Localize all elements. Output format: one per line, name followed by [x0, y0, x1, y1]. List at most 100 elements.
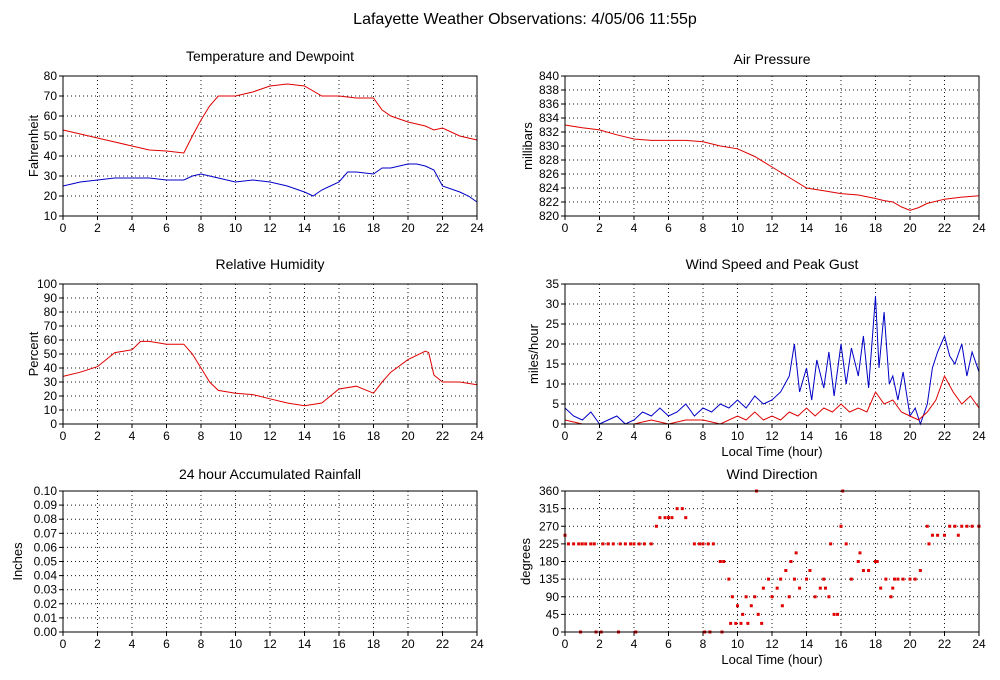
- temp-ytick-label: 40: [44, 149, 58, 163]
- humidity-xtick-label: 14: [298, 429, 312, 443]
- temp-xtick-label: 22: [436, 221, 450, 235]
- direction-point: [858, 551, 862, 555]
- direction-point: [770, 595, 774, 599]
- wind-ylabel: miles/hour: [526, 323, 541, 384]
- direction-point: [592, 542, 596, 546]
- temp-xtick-label: 2: [94, 221, 101, 235]
- direction-point: [918, 569, 922, 573]
- direction-point: [718, 560, 722, 563]
- direction-point: [913, 577, 917, 581]
- wind-xtick-label: 12: [765, 429, 779, 443]
- direction-xtick-label: 6: [665, 637, 672, 651]
- humidity-ytick-label: 80: [44, 305, 58, 319]
- temp-xtick-label: 0: [60, 221, 67, 235]
- rain-ytick-label: 0.02: [34, 597, 58, 611]
- temp-xtick-label: 6: [163, 221, 170, 235]
- pressure-ytick-label: 834: [539, 111, 559, 125]
- direction-point: [970, 524, 974, 528]
- direction-xtick-label: 10: [731, 637, 745, 651]
- direction-point: [965, 524, 969, 528]
- direction-point: [892, 577, 896, 581]
- direction-point: [722, 560, 726, 563]
- humidity-grid: [62, 283, 478, 425]
- temp-ytick-label: 50: [44, 129, 58, 143]
- direction-point: [761, 586, 765, 590]
- direction-point: [813, 595, 817, 599]
- rain-xtick-label: 24: [470, 637, 484, 651]
- direction-point: [874, 560, 877, 563]
- pressure-ytick-label: 826: [539, 167, 559, 181]
- direction-point: [956, 533, 960, 537]
- page-title: Lafayette Weather Observations: 4/05/06 …: [353, 11, 697, 28]
- humidity-series-red-line: [62, 340, 478, 407]
- direction-point: [836, 612, 840, 616]
- rain-xtick-label: 22: [436, 637, 450, 651]
- direction-point: [667, 516, 670, 520]
- rain-plot-frame: [62, 490, 478, 633]
- temp-xtick-label: 18: [367, 221, 381, 235]
- direction-point: [767, 577, 771, 581]
- direction-title: Wind Direction: [726, 466, 817, 482]
- direction-point: [577, 542, 581, 546]
- humidity-ytick-label: 40: [44, 361, 58, 375]
- direction-ylabel: degrees: [518, 538, 533, 585]
- temp-ylabel: Fahrenheit: [26, 115, 41, 178]
- wind-ytick-label: 30: [546, 297, 560, 311]
- direction-point: [849, 577, 853, 581]
- temp-xtick-label: 12: [263, 221, 277, 235]
- wind-xtick-label: 24: [972, 429, 986, 443]
- direction-series-red: [563, 489, 981, 634]
- rain-ytick-label: 0.01: [34, 611, 58, 625]
- humidity-xtick-label: 4: [129, 429, 136, 443]
- direction-point: [611, 542, 615, 546]
- rain-ytick-label: 0.07: [34, 526, 58, 540]
- humidity-ylabel: Percent: [26, 331, 41, 376]
- direction-point: [875, 560, 879, 563]
- pressure-xtick-label: 18: [869, 221, 883, 235]
- direction-point: [884, 577, 888, 581]
- direction-point: [734, 621, 738, 625]
- direction-point: [856, 560, 860, 563]
- humidity-ytick-label: 60: [44, 333, 58, 347]
- direction-point: [760, 621, 764, 625]
- rain-ytick-label: 0.06: [34, 540, 58, 554]
- direction-ytick-label: 360: [539, 484, 559, 498]
- pressure-ytick-label: 840: [539, 69, 559, 83]
- humidity-ytick-label: 0: [50, 417, 57, 431]
- pressure-xtick-label: 0: [562, 221, 569, 235]
- direction-point: [823, 586, 827, 590]
- pressure-series-red-line: [564, 124, 980, 211]
- direction-point: [606, 542, 610, 546]
- temp-xtick-label: 24: [470, 221, 484, 235]
- temp-xtick-label: 14: [298, 221, 312, 235]
- wind-ytick-label: 25: [546, 317, 560, 331]
- direction-point: [792, 577, 796, 581]
- temp-xtick-label: 8: [198, 221, 205, 235]
- pressure-ytick-label: 836: [539, 97, 559, 111]
- humidity-xtick-label: 12: [263, 429, 277, 443]
- direction-xtick-label: 18: [869, 637, 883, 651]
- humidity-ytick-label: 90: [44, 291, 58, 305]
- wind-xtick-label: 20: [903, 429, 917, 443]
- direction-point: [818, 586, 822, 590]
- wind-xtick-label: 0: [562, 429, 569, 443]
- humidity-ytick-label: 10: [44, 403, 58, 417]
- temp-grid: [62, 75, 478, 217]
- rain-xtick-label: 16: [332, 637, 346, 651]
- direction-point: [729, 621, 733, 625]
- direction-point: [943, 533, 946, 537]
- temp-plot-frame: [62, 75, 478, 217]
- direction-point: [798, 586, 802, 590]
- direction-point: [711, 542, 715, 546]
- pressure-xtick-label: 4: [631, 221, 638, 235]
- pressure-title: Air Pressure: [733, 51, 810, 67]
- wind-xlabel: Local Time (hour): [721, 444, 822, 459]
- direction-point: [706, 542, 710, 546]
- rain-ytick-label: 0.00: [34, 625, 58, 639]
- rain-ytick-label: 0.10: [34, 484, 58, 498]
- direction-point: [822, 577, 826, 581]
- humidity-xtick-label: 10: [229, 429, 243, 443]
- direction-point: [670, 516, 674, 520]
